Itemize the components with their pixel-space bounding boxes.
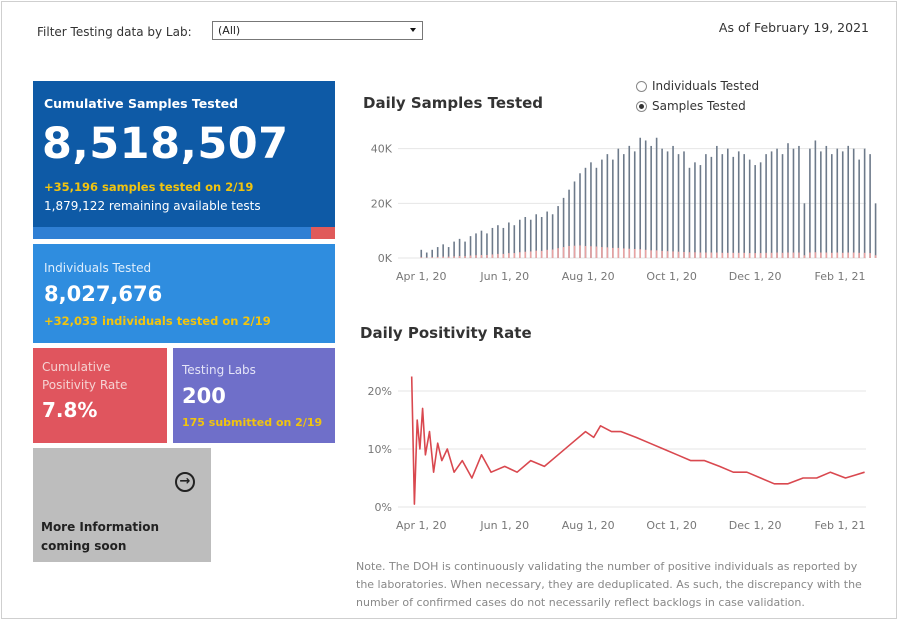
tests-progress-fill (310, 227, 335, 239)
labs-card: Testing Labs 200 175 submitted on 2/19 (173, 348, 335, 443)
more-info-card[interactable]: → More Information coming soon (33, 448, 211, 562)
remaining-tests: 1,879,122 remaining available tests (44, 199, 261, 213)
positivity-chart-title: Daily Positivity Rate (360, 324, 532, 342)
cumulative-samples-card: Cumulative Samples Tested 8,518,507 +35,… (33, 81, 335, 239)
labs-submitted: 175 submitted on 2/19 (182, 416, 323, 429)
radio-button[interactable] (636, 80, 647, 92)
radio-samples-tested[interactable]: Samples Tested (636, 99, 746, 113)
as-of-date: As of February 19, 2021 (718, 20, 869, 35)
radio-button-selected[interactable] (636, 100, 647, 112)
filter-label: Filter Testing data by Lab: (37, 25, 192, 39)
lab-filter-dropdown[interactable]: (All) (212, 21, 423, 40)
lab-filter-value: (All) (218, 24, 241, 37)
individuals-title: Individuals Tested (44, 261, 152, 275)
arrow-right-icon[interactable]: → (175, 472, 195, 492)
radio-label: Individuals Tested (652, 79, 760, 93)
more-info-text: More Information coming soon (41, 520, 160, 553)
positivity-value: 7.8% (42, 398, 98, 422)
positivity-card: Cumulative Positivity Rate 7.8% (33, 348, 167, 443)
individuals-value: 8,027,676 (44, 282, 163, 306)
cumulative-samples-title: Cumulative Samples Tested (44, 96, 239, 111)
radio-individuals-tested[interactable]: Individuals Tested (636, 79, 759, 93)
samples-chart-title: Daily Samples Tested (363, 94, 544, 112)
individuals-increment: +32,033 individuals tested on 2/19 (44, 314, 271, 328)
samples-increment: +35,196 samples tested on 2/19 (44, 180, 254, 194)
chevron-down-icon (410, 28, 416, 32)
individuals-card: Individuals Tested 8,027,676 +32,033 ind… (33, 244, 335, 343)
positivity-title: Cumulative Positivity Rate (42, 360, 128, 392)
cumulative-samples-value: 8,518,507 (42, 119, 289, 169)
radio-label: Samples Tested (652, 99, 746, 113)
labs-value: 200 (182, 384, 226, 408)
labs-title: Testing Labs (182, 363, 256, 377)
tests-progress-bar (33, 227, 335, 239)
note-text: Note. The DOH is continuously validating… (356, 560, 862, 609)
